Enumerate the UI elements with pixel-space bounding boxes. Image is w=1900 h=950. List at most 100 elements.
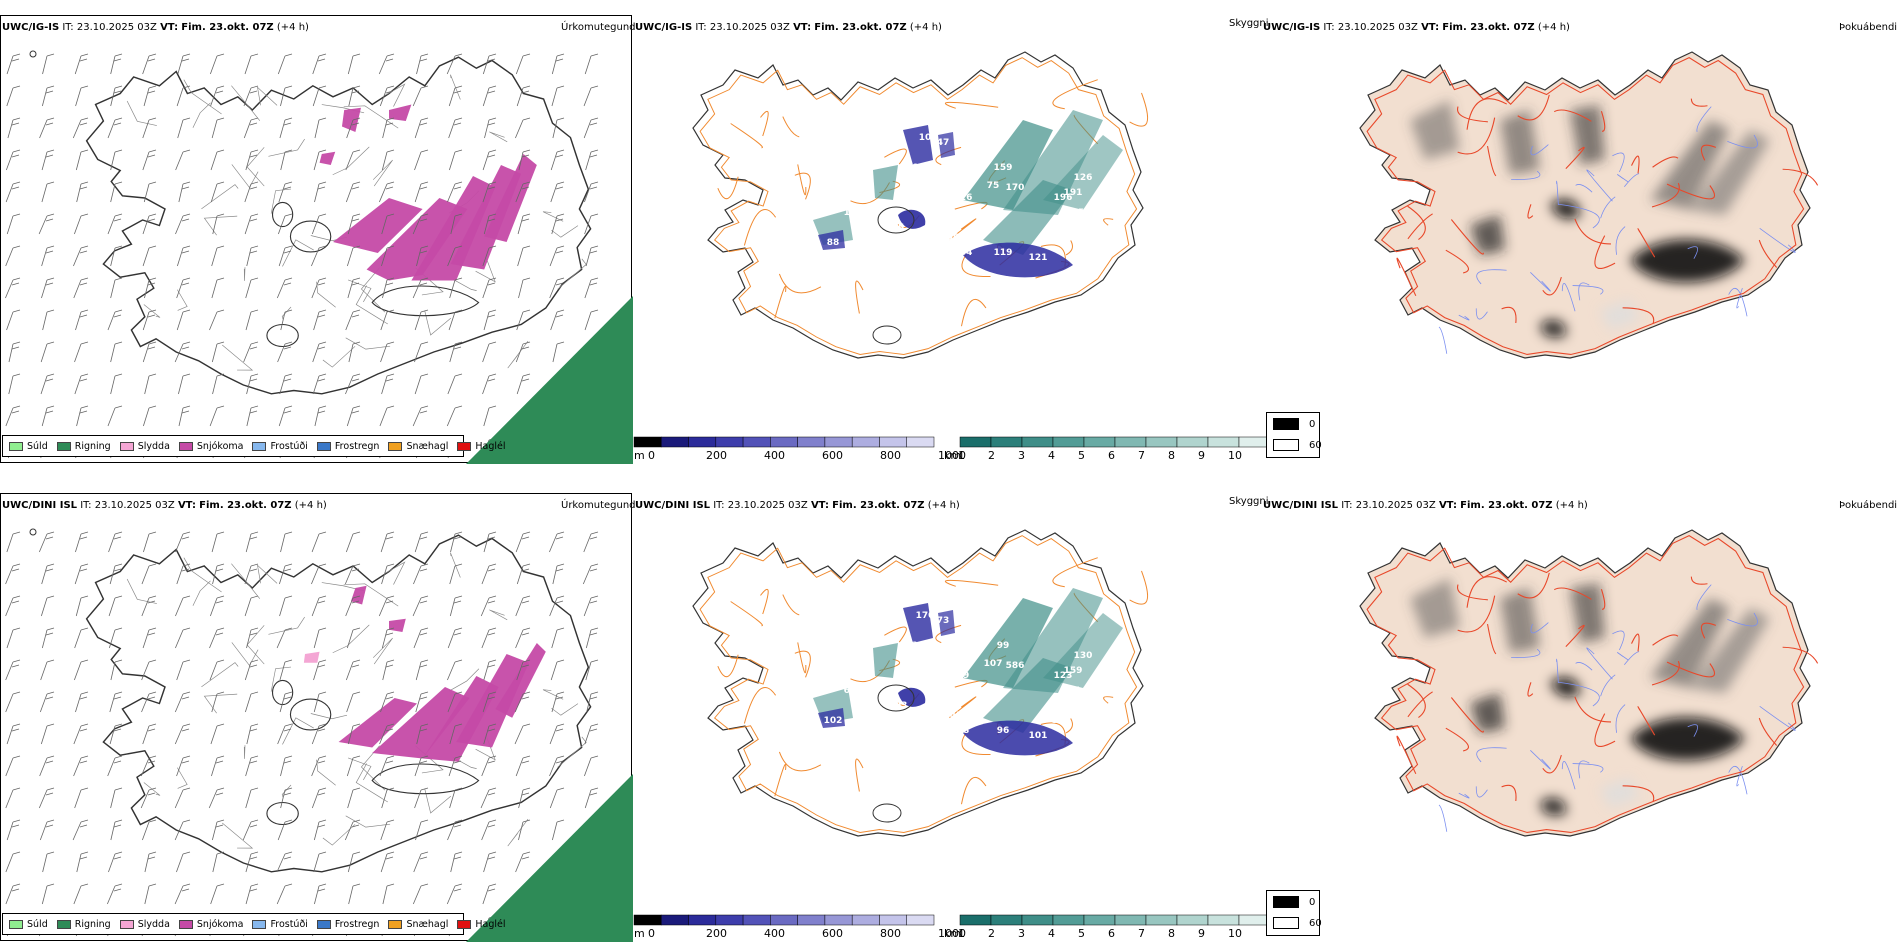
cloud-base-label: 101 xyxy=(879,811,898,821)
cloud-base-label: 88 xyxy=(827,238,840,248)
cloud-base-label: 119 xyxy=(991,756,1010,766)
cloud-base-label: 27 xyxy=(982,621,995,631)
colorbar-tick: 0 xyxy=(648,927,655,940)
road-network xyxy=(1366,535,1819,834)
precip-legend: Súld Rigning Slydda Snjókoma Frostúði Frostre… xyxy=(2,913,506,935)
cloud-base-label: 121 xyxy=(1029,253,1048,263)
colorbar-segment xyxy=(688,436,717,448)
fog-key: 0 60 xyxy=(1266,890,1322,936)
colorbar-tick: 1 xyxy=(958,449,965,462)
legend-label: Snjókoma xyxy=(196,918,244,930)
colorbar-segment xyxy=(1083,436,1116,448)
colorbar-segment xyxy=(990,914,1023,926)
colorbar-segment xyxy=(661,914,689,926)
fog-key-row: 0 xyxy=(1273,418,1315,430)
lead-time: (+4 h) xyxy=(294,500,327,511)
legend-swatch xyxy=(316,919,331,929)
fog-key: 0 60 xyxy=(1266,412,1322,458)
legend-swatch xyxy=(252,919,267,929)
colorbar-segment xyxy=(1145,914,1178,926)
legend-swatch xyxy=(56,441,71,451)
colorbar-tick: 9 xyxy=(1198,449,1205,462)
colorbar-segment xyxy=(824,914,853,926)
visibility-colorbar xyxy=(959,914,1271,926)
colorbar-tick: 7 xyxy=(1138,927,1145,940)
colorbar-segment xyxy=(742,436,771,448)
colorbar-segment xyxy=(990,436,1023,448)
cloud-base-label: 586 xyxy=(1006,661,1025,671)
cloudbase-colorbar xyxy=(633,436,935,448)
colorbar-tick: 1000 xyxy=(938,449,966,462)
wind-barbs xyxy=(5,53,599,459)
colorbar-tick: 9 xyxy=(1198,927,1205,940)
colorbar-segment xyxy=(1052,436,1085,448)
cloud-base-label: 96 xyxy=(947,233,960,243)
cloud-base-label: 178 xyxy=(964,686,983,696)
colorbar-segment xyxy=(1207,914,1240,926)
cloud-base-label: 23 xyxy=(912,641,925,651)
cloud-base-label: 134 xyxy=(954,248,973,258)
colorbar-segment xyxy=(824,436,853,448)
model-name: UWC/IG-IS xyxy=(2,22,60,33)
legend-item: Snjókoma xyxy=(178,441,243,452)
visibility-areas xyxy=(813,588,1123,733)
fog-title: Þokuábendi xyxy=(1839,500,1898,511)
precip-title: Úrkomutegund xyxy=(561,22,636,33)
colorbar-segment xyxy=(879,914,907,926)
colorbar-tick: 10 xyxy=(1228,449,1242,462)
colorbar-tick: 5 xyxy=(1078,449,1085,462)
cloud-title: Skyggni xyxy=(1229,18,1269,29)
legend-swatch xyxy=(9,441,23,451)
cloud-base-label: 337 xyxy=(991,278,1010,288)
cloud-base-label: 101 xyxy=(1029,731,1048,741)
cloud-base-label: 592 xyxy=(1024,103,1043,113)
fog-map[interactable] xyxy=(1300,508,1870,908)
legend-item: Snjókoma xyxy=(178,918,244,930)
fog-index-areas xyxy=(1410,100,1770,338)
colorbar-segment xyxy=(879,436,907,448)
legend-label: Haglél xyxy=(475,440,506,452)
colorbar-tick: 8 xyxy=(1168,449,1175,462)
precip-map[interactable] xyxy=(1,16,633,464)
legend-label: Snæhagl xyxy=(406,918,449,930)
cloud-base-label: 123 xyxy=(1054,671,1073,681)
legend-item: Frostregn xyxy=(316,441,379,452)
precip-header: UWC/IG-IS IT: 23.10.2025 03Z VT: Fim. 23… xyxy=(2,22,309,33)
colorbar-segment xyxy=(1021,914,1054,926)
colorbar-tick: 6 xyxy=(1108,927,1115,940)
cloud-base-label: 12 xyxy=(967,208,980,218)
colorbar-tick: 3 xyxy=(1018,449,1025,462)
fog-map[interactable] xyxy=(1300,30,1870,430)
cloud-base-label: 114 xyxy=(1069,686,1088,696)
colorbar-segment xyxy=(661,436,689,448)
lead-time: (+4 h) xyxy=(276,22,309,33)
visibility-areas xyxy=(813,110,1123,255)
colorbar-tick: 400 xyxy=(764,449,785,462)
colorbar-tick: 200 xyxy=(706,927,727,940)
cloud-base-label: 105 xyxy=(1049,223,1068,233)
fog-key-row: 60 xyxy=(1273,917,1322,929)
colorbar-unit: m xyxy=(634,927,645,940)
cloud-base-label: 145 xyxy=(944,711,963,721)
rivers xyxy=(1438,584,1796,832)
low-cloud-areas xyxy=(818,125,1073,278)
colorbar-segment xyxy=(715,436,744,448)
fog-key-row: 60 xyxy=(1273,439,1322,451)
legend-swatch xyxy=(178,441,193,451)
legend-swatch xyxy=(316,441,331,451)
colorbar-tick: 4 xyxy=(1048,449,1055,462)
cloud-base-label: 170 xyxy=(916,611,935,621)
cloud-base-label: 79 xyxy=(957,671,970,681)
cloud-base-label: 75 xyxy=(987,181,1000,191)
precip-map[interactable] xyxy=(1,494,633,942)
colorbar-segment xyxy=(797,436,826,448)
colorbar-unit: m xyxy=(634,449,645,462)
colorbar-segment xyxy=(851,436,880,448)
legend-swatch xyxy=(9,919,23,929)
fog-key-row: 0 xyxy=(1273,896,1315,908)
cloud-header: UWC/DINI ISL IT: 23.10.2025 03Z VT: Fim.… xyxy=(635,500,960,511)
colorbar-segment xyxy=(959,436,992,448)
